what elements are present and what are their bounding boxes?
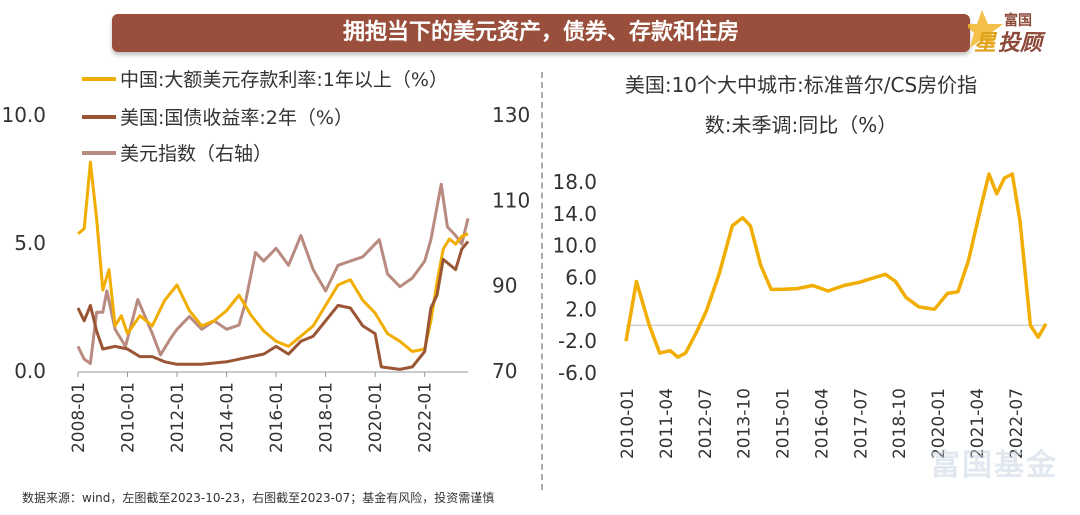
logo-star-icon xyxy=(968,10,1003,48)
right-x-tick-label: 2018-10 xyxy=(890,388,910,459)
right-x-tick-label: 2022-07 xyxy=(1007,388,1027,459)
right-x-tick-label: 2017-07 xyxy=(851,388,871,459)
right-x-tick-label: 2015-01 xyxy=(774,388,794,459)
legend-label-us-2y: 美国:国债收益率:2年（%） xyxy=(120,107,353,129)
right-y-tick-label: 10.0 xyxy=(552,234,597,258)
right-y-tick-label: 14.0 xyxy=(552,202,597,226)
right-y-tick-label: 2.0 xyxy=(565,297,597,321)
right-x-tick-label: 2013-10 xyxy=(735,388,755,459)
page-title: 拥抱当下的美元资产，债券、存款和住房 xyxy=(342,20,739,45)
legend-label-china-rate: 中国:大额美元存款利率:1年以上（%） xyxy=(120,69,448,91)
right-x-tick-label: 2020-01 xyxy=(929,388,949,459)
left-y-tick-label: 0.0 xyxy=(14,359,46,383)
right-y-tick-label: 130 xyxy=(492,103,530,127)
right-y-tick-label: -6.0 xyxy=(558,361,597,385)
right-x-tick-label: 2021-04 xyxy=(968,388,988,459)
left-x-tick-label: 2020-01 xyxy=(366,382,386,453)
logo-line2-a: 星 xyxy=(974,31,998,56)
source-note: 数据来源：wind，左图截至2023-10-23，右图截至2023-07；基金有… xyxy=(22,491,495,505)
right-y-tick-label: -2.0 xyxy=(558,329,597,353)
right-y-tick-label: 6.0 xyxy=(565,266,597,290)
left-y-tick-label: 10.0 xyxy=(1,103,46,127)
right-y-tick-label: 110 xyxy=(492,188,530,212)
right-x-tick-label: 2016-04 xyxy=(812,388,832,459)
left-x-tick-label: 2014-01 xyxy=(218,382,238,453)
right-y-tick-label: 70 xyxy=(492,359,517,383)
right-chart-title-line2: 数:未季调:同比（%） xyxy=(705,113,897,137)
series-line-dxy xyxy=(76,182,470,365)
right-y-tick-label: 90 xyxy=(492,274,517,298)
right-x-tick-label: 2010-01 xyxy=(618,388,638,459)
legend-label-dxy: 美元指数（右轴） xyxy=(120,143,272,165)
right-y-tick-label: 18.0 xyxy=(552,170,597,194)
series-line-cs-index xyxy=(624,172,1048,359)
left-x-tick-label: 2010-01 xyxy=(119,382,139,453)
left-x-tick-label: 2022-01 xyxy=(416,382,436,453)
right-x-tick-label: 2012-07 xyxy=(696,388,716,459)
fuguo-logo: 富国 星 投顾 xyxy=(968,10,1046,56)
left-x-tick-label: 2018-01 xyxy=(317,382,337,453)
right-x-tick-label: 2011-04 xyxy=(657,388,677,459)
series-line-us-2y xyxy=(76,240,470,371)
page-title-banner: 拥抱当下的美元资产，债券、存款和住房 xyxy=(112,14,970,52)
left-y-tick-label: 5.0 xyxy=(14,231,46,255)
right-chart-title-line1: 美国:10个大中城市:标准普尔/CS房价指 xyxy=(625,73,977,97)
left-x-tick-label: 2012-01 xyxy=(168,382,188,453)
left-chart: 10.0 5.0 0.0 130 110 90 70 2008-01 2010-01 2012-0… xyxy=(1,69,530,453)
left-x-tick-label: 2016-01 xyxy=(267,382,287,453)
watermark: 富国基金 xyxy=(930,448,1058,483)
logo-line2-b: 投顾 xyxy=(998,31,1046,56)
chart-divider xyxy=(541,72,543,490)
left-x-tick-label: 2008-01 xyxy=(69,382,89,453)
logo-line1: 富国 xyxy=(1004,12,1032,29)
